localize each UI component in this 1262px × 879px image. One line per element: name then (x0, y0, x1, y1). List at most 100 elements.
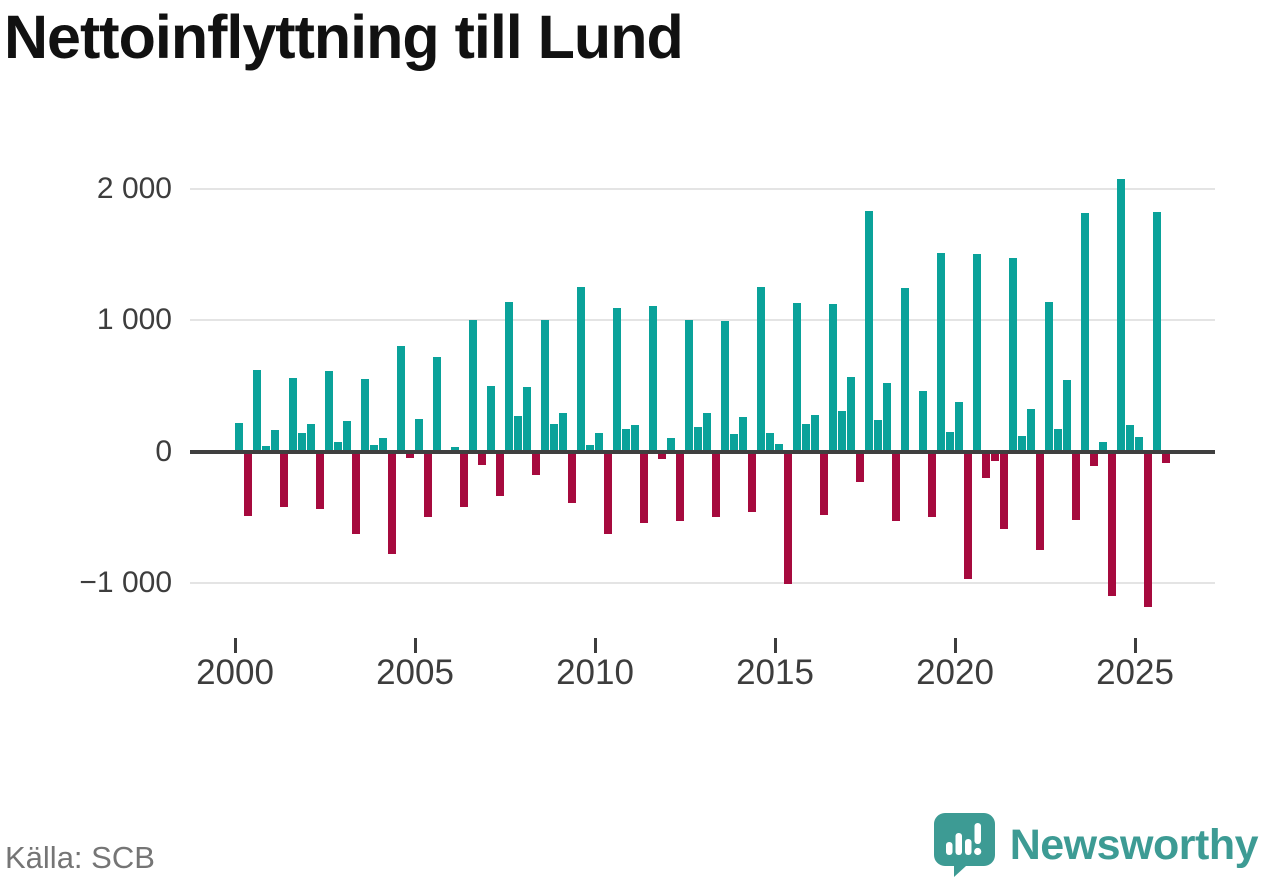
bar-2014-q3 (757, 287, 765, 452)
bar-2015-q4 (802, 423, 810, 452)
bar-2017-q1 (847, 376, 855, 452)
bar-2022-q4 (1054, 429, 1062, 452)
bar-2003-q2 (352, 451, 360, 535)
bar-2016-q4 (838, 410, 846, 452)
chart-title: Nettoinflyttning till Lund (4, 3, 684, 71)
x-axis-tick-2000 (233, 638, 237, 653)
y-axis-label-2000: 2 000 (96, 171, 172, 205)
bar-2004-q3 (397, 346, 405, 452)
bar-2019-q1 (919, 391, 927, 452)
bar-2021-q3 (1009, 258, 1017, 452)
y-axis-label-1000: 1 000 (96, 303, 172, 336)
bar-2006-q4 (478, 451, 486, 465)
bar-2000-q1 (235, 422, 243, 452)
bar-2006-q2 (460, 451, 468, 507)
y-axis-label-0: 0 (155, 434, 172, 468)
bar-2019-q4 (946, 431, 954, 452)
bar-2007-q2 (496, 451, 504, 497)
brand-lockup: Newsworthy (933, 812, 1259, 878)
bar-2022-q1 (1027, 409, 1035, 452)
gridline--1000 (190, 582, 1215, 584)
bar-2013-q2 (712, 451, 720, 518)
bar-2021-q1 (991, 451, 999, 461)
bar-2007-q4 (514, 415, 522, 452)
bar-2020-q1 (955, 401, 963, 452)
bar-2005-q2 (424, 451, 432, 518)
bar-2006-q1 (451, 446, 459, 452)
bar-2023-q2 (1072, 451, 1080, 520)
bar-2014-q4 (766, 433, 774, 452)
bar-2018-q1 (883, 383, 891, 452)
x-axis-tick-2010 (593, 638, 597, 653)
bar-2025-q1 (1135, 437, 1143, 452)
x-axis-tick-2005 (413, 638, 417, 653)
bar-2011-q3 (649, 305, 657, 452)
bar-2011-q4 (658, 451, 666, 460)
brand-wordmark: Newsworthy (1009, 820, 1259, 869)
bar-2023-q4 (1090, 451, 1098, 466)
bar-2009-q4 (586, 444, 594, 452)
bar-2017-q4 (874, 419, 882, 452)
bar-2024-q4 (1126, 425, 1134, 452)
bar-2008-q4 (550, 423, 558, 452)
x-axis-tick-2025 (1133, 638, 1137, 653)
x-axis-tick-2020 (953, 638, 957, 653)
bar-2021-q4 (1018, 435, 1026, 452)
bar-2025-q4 (1162, 451, 1170, 464)
gridline-2000 (190, 187, 1215, 190)
newsworthy-logo-icon (933, 812, 996, 878)
bar-2023-q1 (1063, 380, 1071, 452)
bar-2002-q2 (316, 451, 324, 510)
bar-2017-q2 (856, 451, 864, 482)
bar-2010-q4 (622, 429, 630, 452)
bar-2019-q3 (937, 252, 945, 452)
bar-2003-q3 (361, 378, 369, 452)
bar-2002-q3 (325, 370, 333, 452)
bar-2022-q2 (1036, 451, 1044, 551)
bar-2018-q2 (892, 451, 900, 522)
bar-2023-q3 (1081, 213, 1089, 452)
bar-2021-q2 (1000, 451, 1008, 530)
bar-2024-q2 (1108, 451, 1116, 597)
bar-2000-q2 (244, 451, 252, 516)
bar-2005-q3 (433, 356, 441, 452)
bar-2004-q2 (388, 451, 396, 555)
bar-2018-q3 (901, 288, 909, 452)
x-axis-label-2015: 2015 (736, 653, 814, 692)
bar-2025-q3 (1153, 212, 1161, 452)
bar-2006-q3 (469, 320, 477, 452)
bar-2017-q3 (865, 210, 873, 452)
bar-2004-q4 (406, 451, 414, 459)
gridline-1000 (190, 319, 1215, 321)
x-axis-zero-line (190, 449, 1215, 454)
bar-2015-q1 (775, 443, 783, 452)
x-axis-label-2025: 2025 (1096, 653, 1174, 692)
bar-2007-q3 (505, 301, 513, 452)
bar-2007-q1 (487, 385, 495, 452)
bar-2003-q4 (370, 444, 378, 452)
bar-2014-q2 (748, 451, 756, 512)
bar-2010-q2 (604, 451, 612, 535)
bar-2011-q2 (640, 451, 648, 523)
bar-2016-q3 (829, 304, 837, 452)
bar-2001-q2 (280, 451, 288, 507)
bar-2012-q1 (667, 438, 675, 452)
bar-2024-q3 (1117, 179, 1125, 452)
bar-2001-q3 (289, 377, 297, 452)
bar-2012-q4 (694, 426, 702, 452)
bar-2015-q2 (784, 451, 792, 585)
bar-2016-q1 (811, 414, 819, 452)
bar-2003-q1 (343, 421, 351, 452)
bar-2009-q1 (559, 413, 567, 452)
x-axis-tick-2015 (773, 638, 777, 653)
bar-2022-q3 (1045, 301, 1053, 452)
bar-2008-q1 (523, 387, 531, 452)
bar-2008-q2 (532, 451, 540, 476)
bar-2002-q4 (334, 442, 342, 452)
bar-2009-q2 (568, 451, 576, 503)
x-axis-label-2005: 2005 (376, 653, 454, 692)
bar-2000-q4 (262, 446, 270, 452)
bar-2020-q2 (964, 451, 972, 580)
